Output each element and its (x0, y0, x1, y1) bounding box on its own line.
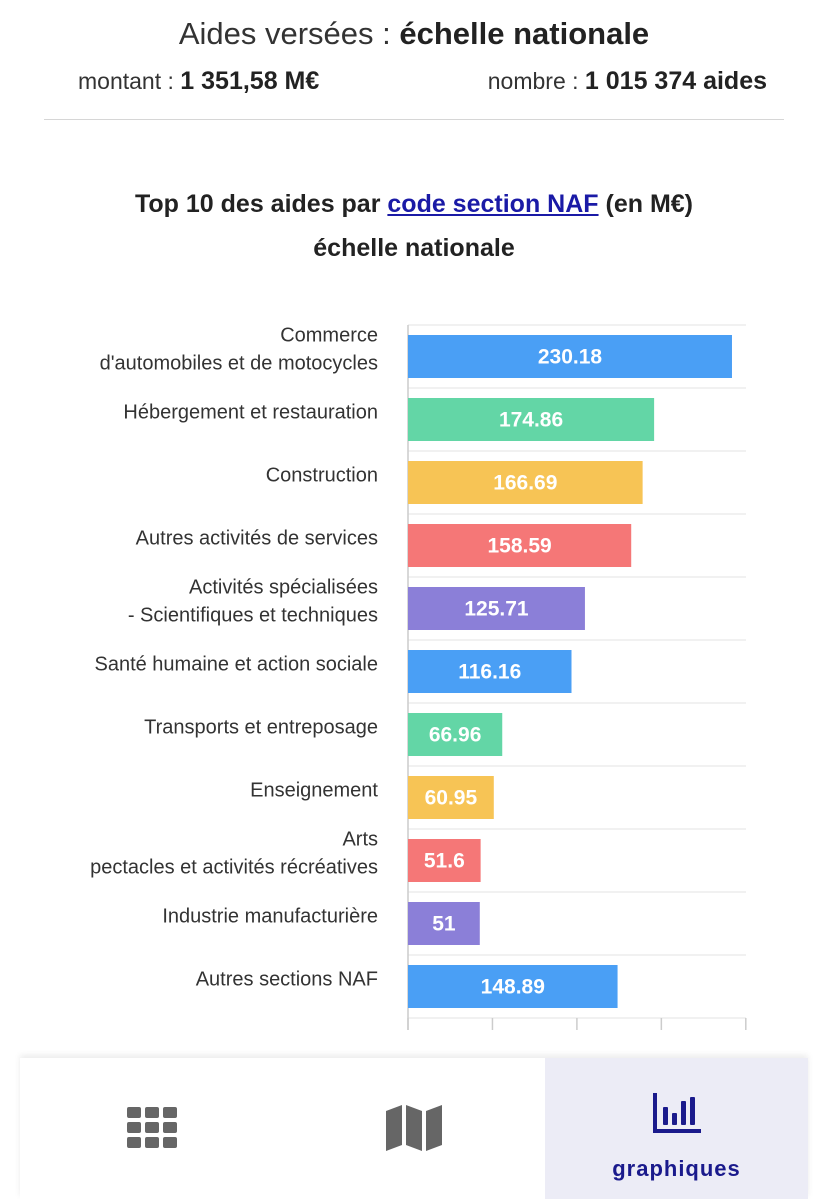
bar-value-label: 60.95 (425, 787, 478, 810)
category-label: - Scientifiques et techniques (128, 605, 378, 627)
nav-tab-graphiques[interactable]: graphiques (545, 1058, 808, 1199)
map-icon (386, 1105, 442, 1151)
bar (408, 776, 494, 819)
category-label: Activités spécialisées (189, 577, 378, 599)
category-label: Arts (342, 829, 378, 851)
bar (408, 398, 655, 441)
nav-tab-grid[interactable] (20, 1058, 283, 1199)
chart-subtitle: échelle nationale (313, 234, 515, 262)
bar-value-label: 148.89 (481, 976, 545, 999)
count-stat: nombre : 1 015 374 aides (488, 67, 767, 96)
bar (408, 524, 632, 567)
naf-code-link[interactable]: code section NAF (387, 190, 599, 218)
category-label: pectacles et activités récréatives (90, 857, 378, 879)
category-label: Construction (266, 465, 378, 487)
bottom-navigation: graphiques (20, 1058, 808, 1199)
chart-title-unit: (en M€) (598, 190, 693, 218)
bar-chart-icon (652, 1093, 701, 1133)
amount-stat: montant : 1 351,58 M€ (78, 67, 319, 96)
bar-value-label: 116.16 (458, 661, 521, 684)
count-label: nombre : (487, 68, 585, 94)
category-label: d'automobiles et de motocycles (100, 353, 378, 375)
bar (408, 965, 618, 1008)
nav-tab-map[interactable] (283, 1058, 545, 1199)
bar (408, 650, 572, 693)
bar-value-label: 51 (432, 913, 456, 936)
bar (408, 587, 585, 630)
bar-value-label: 51.6 (424, 850, 465, 873)
bar (408, 902, 480, 945)
bar-value-label: 125.71 (464, 598, 529, 621)
nav-label-graphiques: graphiques (612, 1156, 741, 1181)
amount-value: 1 351,58 M€ (180, 67, 320, 95)
category-label: Autres activités de services (136, 528, 378, 550)
bar (408, 461, 643, 504)
bar (408, 839, 481, 882)
page-title: Aides versées : échelle nationale (0, 16, 828, 52)
chart-title-prefix: Top 10 des aides par (134, 190, 388, 218)
title-scope: échelle nationale (399, 16, 650, 51)
bar-value-label: 166.69 (493, 472, 557, 495)
header-divider (44, 119, 784, 120)
category-label: Industrie manufacturière (162, 906, 378, 928)
bar-chart: 230.18 Commerce d'automobiles et de motocy… (90, 324, 747, 1030)
grid-icon (126, 1107, 177, 1148)
category-label: Autres sections NAF (196, 969, 378, 991)
category-label: Hébergement et restauration (123, 402, 378, 424)
category-label: Commerce (280, 325, 378, 347)
category-label: Enseignement (250, 780, 378, 802)
chart-title: Top 10 des aides par code section NAF (e… (0, 182, 828, 270)
bar (408, 713, 503, 756)
count-value: 1 015 374 aides (584, 67, 767, 95)
bar-value-label: 66.96 (429, 724, 482, 747)
category-label: Transports et entreposage (144, 717, 378, 739)
summary-header: Aides versées : échelle nationale montan… (0, 0, 828, 120)
bar-value-label: 158.59 (487, 535, 551, 558)
amount-label: montant : (78, 68, 181, 94)
bar (408, 335, 732, 378)
title-prefix: Aides versées : (178, 16, 400, 51)
bar-value-label: 230.18 (538, 346, 603, 369)
category-label: Santé humaine et action sociale (94, 654, 378, 676)
bar-value-label: 174.86 (499, 409, 563, 432)
